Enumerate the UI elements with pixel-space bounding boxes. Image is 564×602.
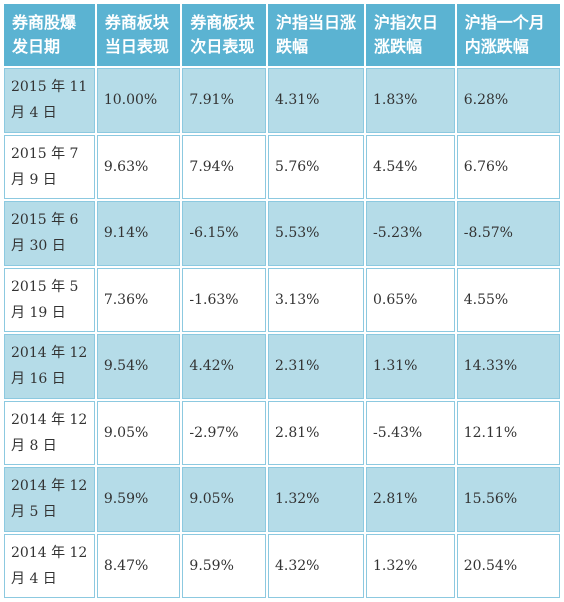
table-row: 2014 年 12 月 5 日 9.59% 9.05% 1.32% 2.81% … [4, 467, 560, 532]
cell-date: 2014 年 12 月 16 日 [4, 334, 95, 399]
cell-value: 9.59% [96, 467, 181, 532]
cell-value: 2.31% [268, 334, 364, 399]
cell-value: 9.14% [96, 201, 181, 266]
cell-value: 1.32% [365, 533, 455, 598]
cell-value: 7.36% [96, 267, 181, 332]
cell-date: 2014 年 12 月 5 日 [4, 467, 95, 532]
cell-value: 20.54% [456, 533, 560, 598]
header-broker-sector-same-day: 券商板块当日表现 [96, 4, 181, 66]
cell-value: 8.47% [96, 533, 181, 598]
cell-value: 2.81% [365, 467, 455, 532]
header-sh-index-same-day: 沪指当日涨跌幅 [268, 4, 364, 66]
table-row: 2014 年 12 月 4 日 8.47% 9.59% 4.32% 1.32% … [4, 533, 560, 598]
cell-value: 5.76% [268, 134, 364, 199]
cell-value: 4.54% [365, 134, 455, 199]
cell-value: 6.28% [456, 68, 560, 133]
table-row: 2015 年 6 月 30 日 9.14% -6.15% 5.53% -5.23… [4, 201, 560, 266]
cell-value: 12.11% [456, 400, 560, 465]
table-row: 2014 年 12 月 8 日 9.05% -2.97% 2.81% -5.43… [4, 400, 560, 465]
cell-value: 3.13% [268, 267, 364, 332]
cell-value: 4.42% [182, 334, 266, 399]
cell-value: 6.76% [456, 134, 560, 199]
header-date: 券商股爆发日期 [4, 4, 95, 66]
cell-value: -8.57% [456, 201, 560, 266]
cell-value: 9.05% [182, 467, 266, 532]
cell-date: 2015 年 11 月 4 日 [4, 68, 95, 133]
header-sh-index-next-day: 沪指次日涨跌幅 [365, 4, 455, 66]
cell-value: 7.94% [182, 134, 266, 199]
cell-value: 5.53% [268, 201, 364, 266]
cell-value: 9.59% [182, 533, 266, 598]
cell-date: 2014 年 12 月 8 日 [4, 400, 95, 465]
cell-value: -5.43% [365, 400, 455, 465]
cell-value: 9.05% [96, 400, 181, 465]
cell-value: 1.83% [365, 68, 455, 133]
cell-value: -2.97% [182, 400, 266, 465]
cell-value: 0.65% [365, 267, 455, 332]
header-row: 券商股爆发日期 券商板块当日表现 券商板块次日表现 沪指当日涨跌幅 沪指次日涨跌… [4, 4, 560, 66]
cell-value: 2.81% [268, 400, 364, 465]
table-row: 2015 年 5 月 19 日 7.36% -1.63% 3.13% 0.65%… [4, 267, 560, 332]
cell-value: 4.32% [268, 533, 364, 598]
header-broker-sector-next-day: 券商板块次日表现 [182, 4, 266, 66]
cell-date: 2015 年 5 月 19 日 [4, 267, 95, 332]
cell-value: 9.63% [96, 134, 181, 199]
cell-value: -5.23% [365, 201, 455, 266]
cell-value: 1.32% [268, 467, 364, 532]
cell-value: 7.91% [182, 68, 266, 133]
cell-value: 4.31% [268, 68, 364, 133]
cell-value: -1.63% [182, 267, 266, 332]
cell-value: 4.55% [456, 267, 560, 332]
cell-value: -6.15% [182, 201, 266, 266]
cell-value: 9.54% [96, 334, 181, 399]
cell-value: 10.00% [96, 68, 181, 133]
cell-date: 2014 年 12 月 4 日 [4, 533, 95, 598]
cell-value: 14.33% [456, 334, 560, 399]
cell-value: 15.56% [456, 467, 560, 532]
cell-date: 2015 年 6 月 30 日 [4, 201, 95, 266]
table-row: 2015 年 11 月 4 日 10.00% 7.91% 4.31% 1.83%… [4, 68, 560, 133]
cell-value: 1.31% [365, 334, 455, 399]
table-row: 2015 年 7 月 9 日 9.63% 7.94% 5.76% 4.54% 6… [4, 134, 560, 199]
header-sh-index-one-month: 沪指一个月内涨跌幅 [456, 4, 560, 66]
cell-date: 2015 年 7 月 9 日 [4, 134, 95, 199]
table-row: 2014 年 12 月 16 日 9.54% 4.42% 2.31% 1.31%… [4, 334, 560, 399]
